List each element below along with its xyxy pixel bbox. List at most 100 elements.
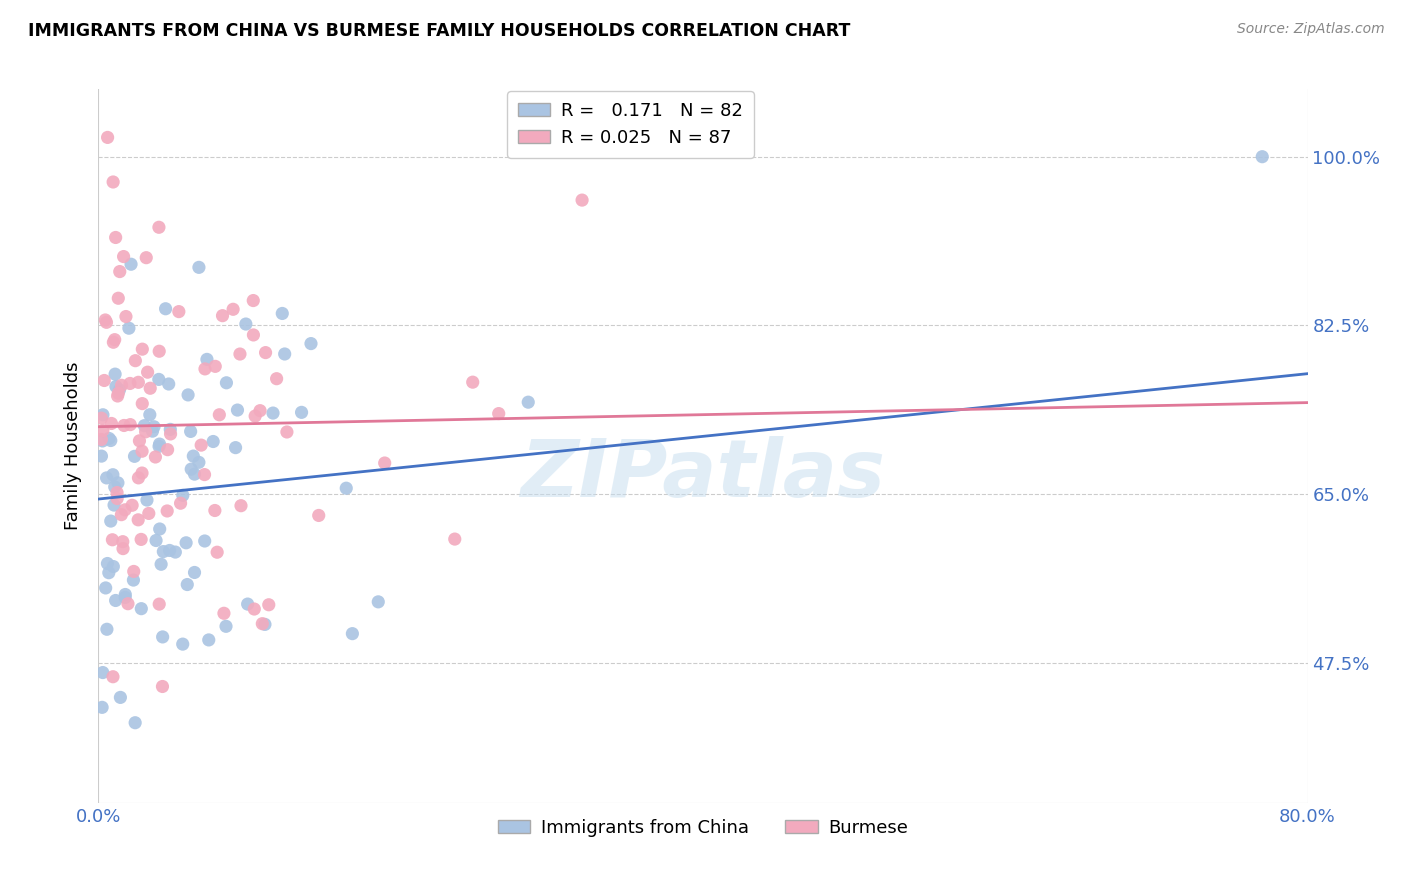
Point (342, 626, 364, 640)
Point (90, 449, 112, 463)
Point (242, 328, 264, 343)
Point (139, 381, 162, 395)
Point (165, 545, 187, 559)
Point (148, 437, 170, 451)
Point (136, 365, 159, 379)
Text: ZIPatlas: ZIPatlas (520, 435, 886, 514)
Point (104, 480, 127, 494)
Point (152, 630, 174, 644)
Point (183, 467, 205, 482)
Point (110, 378, 132, 392)
Point (308, 508, 330, 523)
Point (104, 367, 127, 381)
Point (114, 587, 136, 601)
Point (181, 449, 204, 463)
Point (91, 665, 114, 680)
Point (172, 488, 194, 502)
Point (148, 597, 170, 611)
Point (159, 422, 181, 436)
Point (100, 417, 122, 431)
Point (194, 362, 217, 376)
Point (367, 595, 389, 609)
Point (103, 498, 125, 512)
Point (97, 130, 120, 145)
Point (148, 220, 170, 235)
Point (101, 670, 124, 684)
Point (139, 408, 162, 422)
Point (252, 616, 274, 631)
Point (187, 455, 209, 469)
Point (169, 496, 191, 510)
Point (145, 450, 167, 464)
Point (97, 566, 120, 580)
Point (167, 304, 190, 318)
Point (249, 403, 271, 417)
Point (105, 491, 128, 506)
Point (243, 602, 266, 616)
Point (107, 386, 129, 401)
Point (150, 558, 173, 572)
Point (195, 352, 218, 367)
Text: IMMIGRANTS FROM CHINA VS BURMESE FAMILY HOUSEHOLDS CORRELATION CHART: IMMIGRANTS FROM CHINA VS BURMESE FAMILY … (28, 22, 851, 40)
Point (128, 434, 150, 448)
Point (131, 342, 153, 356)
Point (266, 372, 288, 386)
Point (215, 376, 238, 390)
Point (204, 503, 226, 517)
Point (555, 140, 578, 154)
Point (124, 450, 146, 464)
Point (112, 250, 135, 264)
Point (148, 344, 170, 359)
Point (141, 424, 163, 438)
Point (110, 508, 132, 522)
Point (205, 545, 228, 559)
Point (159, 543, 181, 558)
Point (120, 417, 142, 432)
Point (157, 376, 180, 391)
Point (129, 533, 152, 547)
Point (211, 309, 233, 323)
Point (194, 533, 217, 548)
Point (101, 467, 124, 482)
Point (115, 310, 138, 324)
Point (177, 388, 200, 402)
Point (127, 513, 149, 527)
Point (98, 432, 121, 446)
Point (145, 533, 167, 548)
Point (103, 559, 125, 574)
Point (91, 700, 114, 714)
Point (174, 536, 197, 550)
Point (104, 379, 127, 393)
Point (149, 522, 172, 536)
Point (222, 302, 245, 317)
Point (91, 434, 114, 448)
Point (488, 407, 510, 421)
Point (134, 418, 156, 433)
Point (229, 347, 252, 361)
Point (262, 406, 284, 420)
Point (117, 597, 139, 611)
Point (124, 715, 146, 730)
Point (156, 504, 179, 518)
Point (108, 264, 131, 278)
Point (110, 690, 132, 705)
Point (101, 533, 124, 547)
Point (90, 433, 112, 447)
Point (114, 503, 136, 517)
Point (129, 601, 152, 615)
Point (172, 637, 194, 651)
Point (124, 353, 146, 368)
Point (517, 395, 540, 409)
Point (176, 577, 198, 591)
Point (135, 425, 157, 439)
Point (276, 425, 298, 439)
Point (136, 493, 159, 508)
Point (215, 619, 238, 633)
Point (96, 557, 118, 571)
Point (152, 544, 174, 558)
Point (290, 405, 312, 419)
Text: Source: ZipAtlas.com: Source: ZipAtlas.com (1237, 22, 1385, 37)
Point (114, 591, 136, 605)
Point (96, 315, 118, 329)
Point (122, 573, 145, 587)
